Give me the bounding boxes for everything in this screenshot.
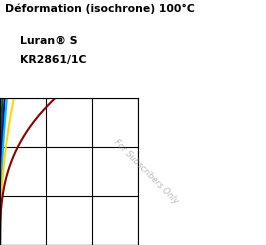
Text: For Subscribers Only: For Subscribers Only [112, 137, 180, 206]
Text: Déformation (isochrone) 100°C: Déformation (isochrone) 100°C [5, 4, 195, 14]
Text: KR2861/1C: KR2861/1C [5, 55, 87, 65]
Text: Luran® S: Luran® S [5, 36, 78, 46]
